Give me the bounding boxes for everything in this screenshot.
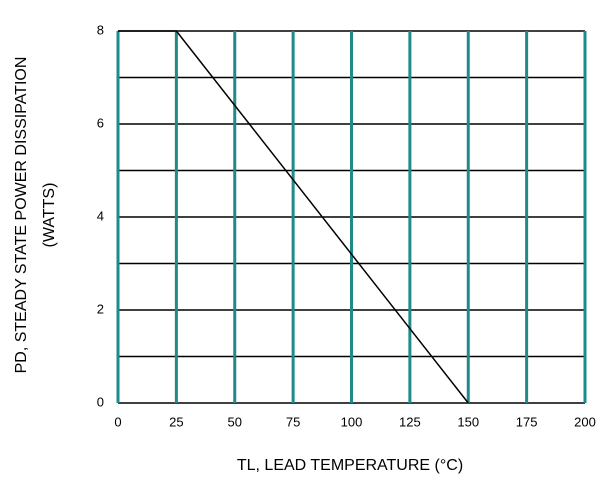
x-tick-label: 75	[286, 414, 300, 429]
x-axis-label: TL, LEAD TEMPERATURE (°C)	[237, 457, 463, 474]
y-tick-label: 4	[97, 208, 104, 223]
x-tick-label: 100	[341, 414, 363, 429]
y-axis-label: (WATTS)	[41, 183, 58, 248]
y-tick-label: 2	[97, 301, 104, 316]
x-tick-label: 25	[169, 414, 183, 429]
x-tick-label: 50	[228, 414, 242, 429]
y-tick-label: 6	[97, 115, 104, 130]
y-tick-label: 0	[97, 394, 104, 409]
data-line	[118, 30, 469, 404]
x-tick-label: 200	[574, 414, 596, 429]
x-tick-label: 150	[457, 414, 479, 429]
x-tick-label: 175	[516, 414, 538, 429]
x-tick-label: 125	[399, 414, 421, 429]
y-tick-label: 8	[97, 22, 104, 37]
x-tick-label: 0	[114, 414, 121, 429]
y-axis-label: PD, STEADY STATE POWER DISSIPATION	[13, 57, 30, 374]
